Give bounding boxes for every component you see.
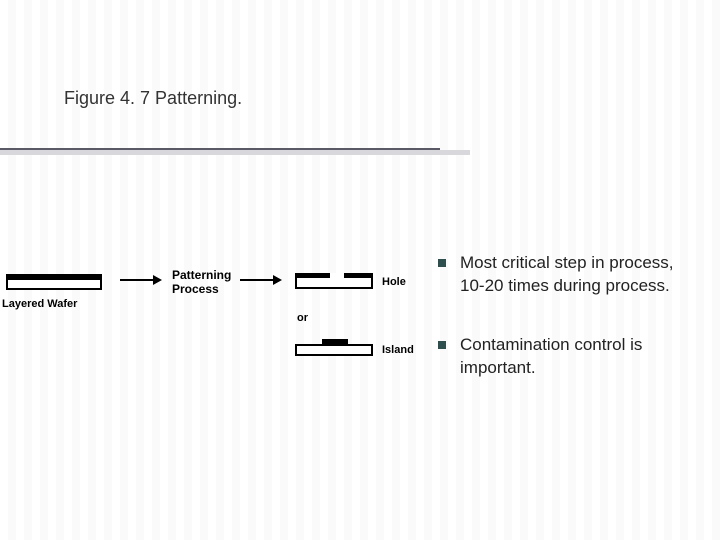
list-item: Contamination control is important. bbox=[438, 334, 696, 380]
wafer-body bbox=[6, 280, 102, 290]
bullet-square-icon bbox=[438, 259, 446, 267]
process-label-line1: Patterning bbox=[172, 268, 231, 282]
hole-body bbox=[295, 278, 373, 289]
island-label: Island bbox=[382, 344, 414, 356]
arrow-icon bbox=[240, 279, 280, 281]
bullet-text: Contamination control is important. bbox=[460, 334, 696, 380]
patterning-diagram: Layered Wafer Patterning Process Hole or… bbox=[0, 268, 410, 388]
arrow-icon bbox=[120, 279, 160, 281]
process-label-line2: Process bbox=[172, 282, 219, 296]
list-item: Most critical step in process, 10-20 tim… bbox=[438, 252, 696, 298]
hole-label: Hole bbox=[382, 276, 406, 288]
or-label: or bbox=[297, 312, 308, 324]
bullet-list: Most critical step in process, 10-20 tim… bbox=[438, 252, 696, 416]
wafer-label: Layered Wafer bbox=[2, 298, 77, 310]
process-label: Patterning Process bbox=[172, 268, 231, 297]
title-rule bbox=[0, 148, 440, 150]
bullet-square-icon bbox=[438, 341, 446, 349]
figure-title: Figure 4. 7 Patterning. bbox=[64, 88, 242, 109]
island-body bbox=[295, 344, 373, 356]
bullet-text: Most critical step in process, 10-20 tim… bbox=[460, 252, 696, 298]
title-rule-shadow bbox=[0, 150, 470, 155]
